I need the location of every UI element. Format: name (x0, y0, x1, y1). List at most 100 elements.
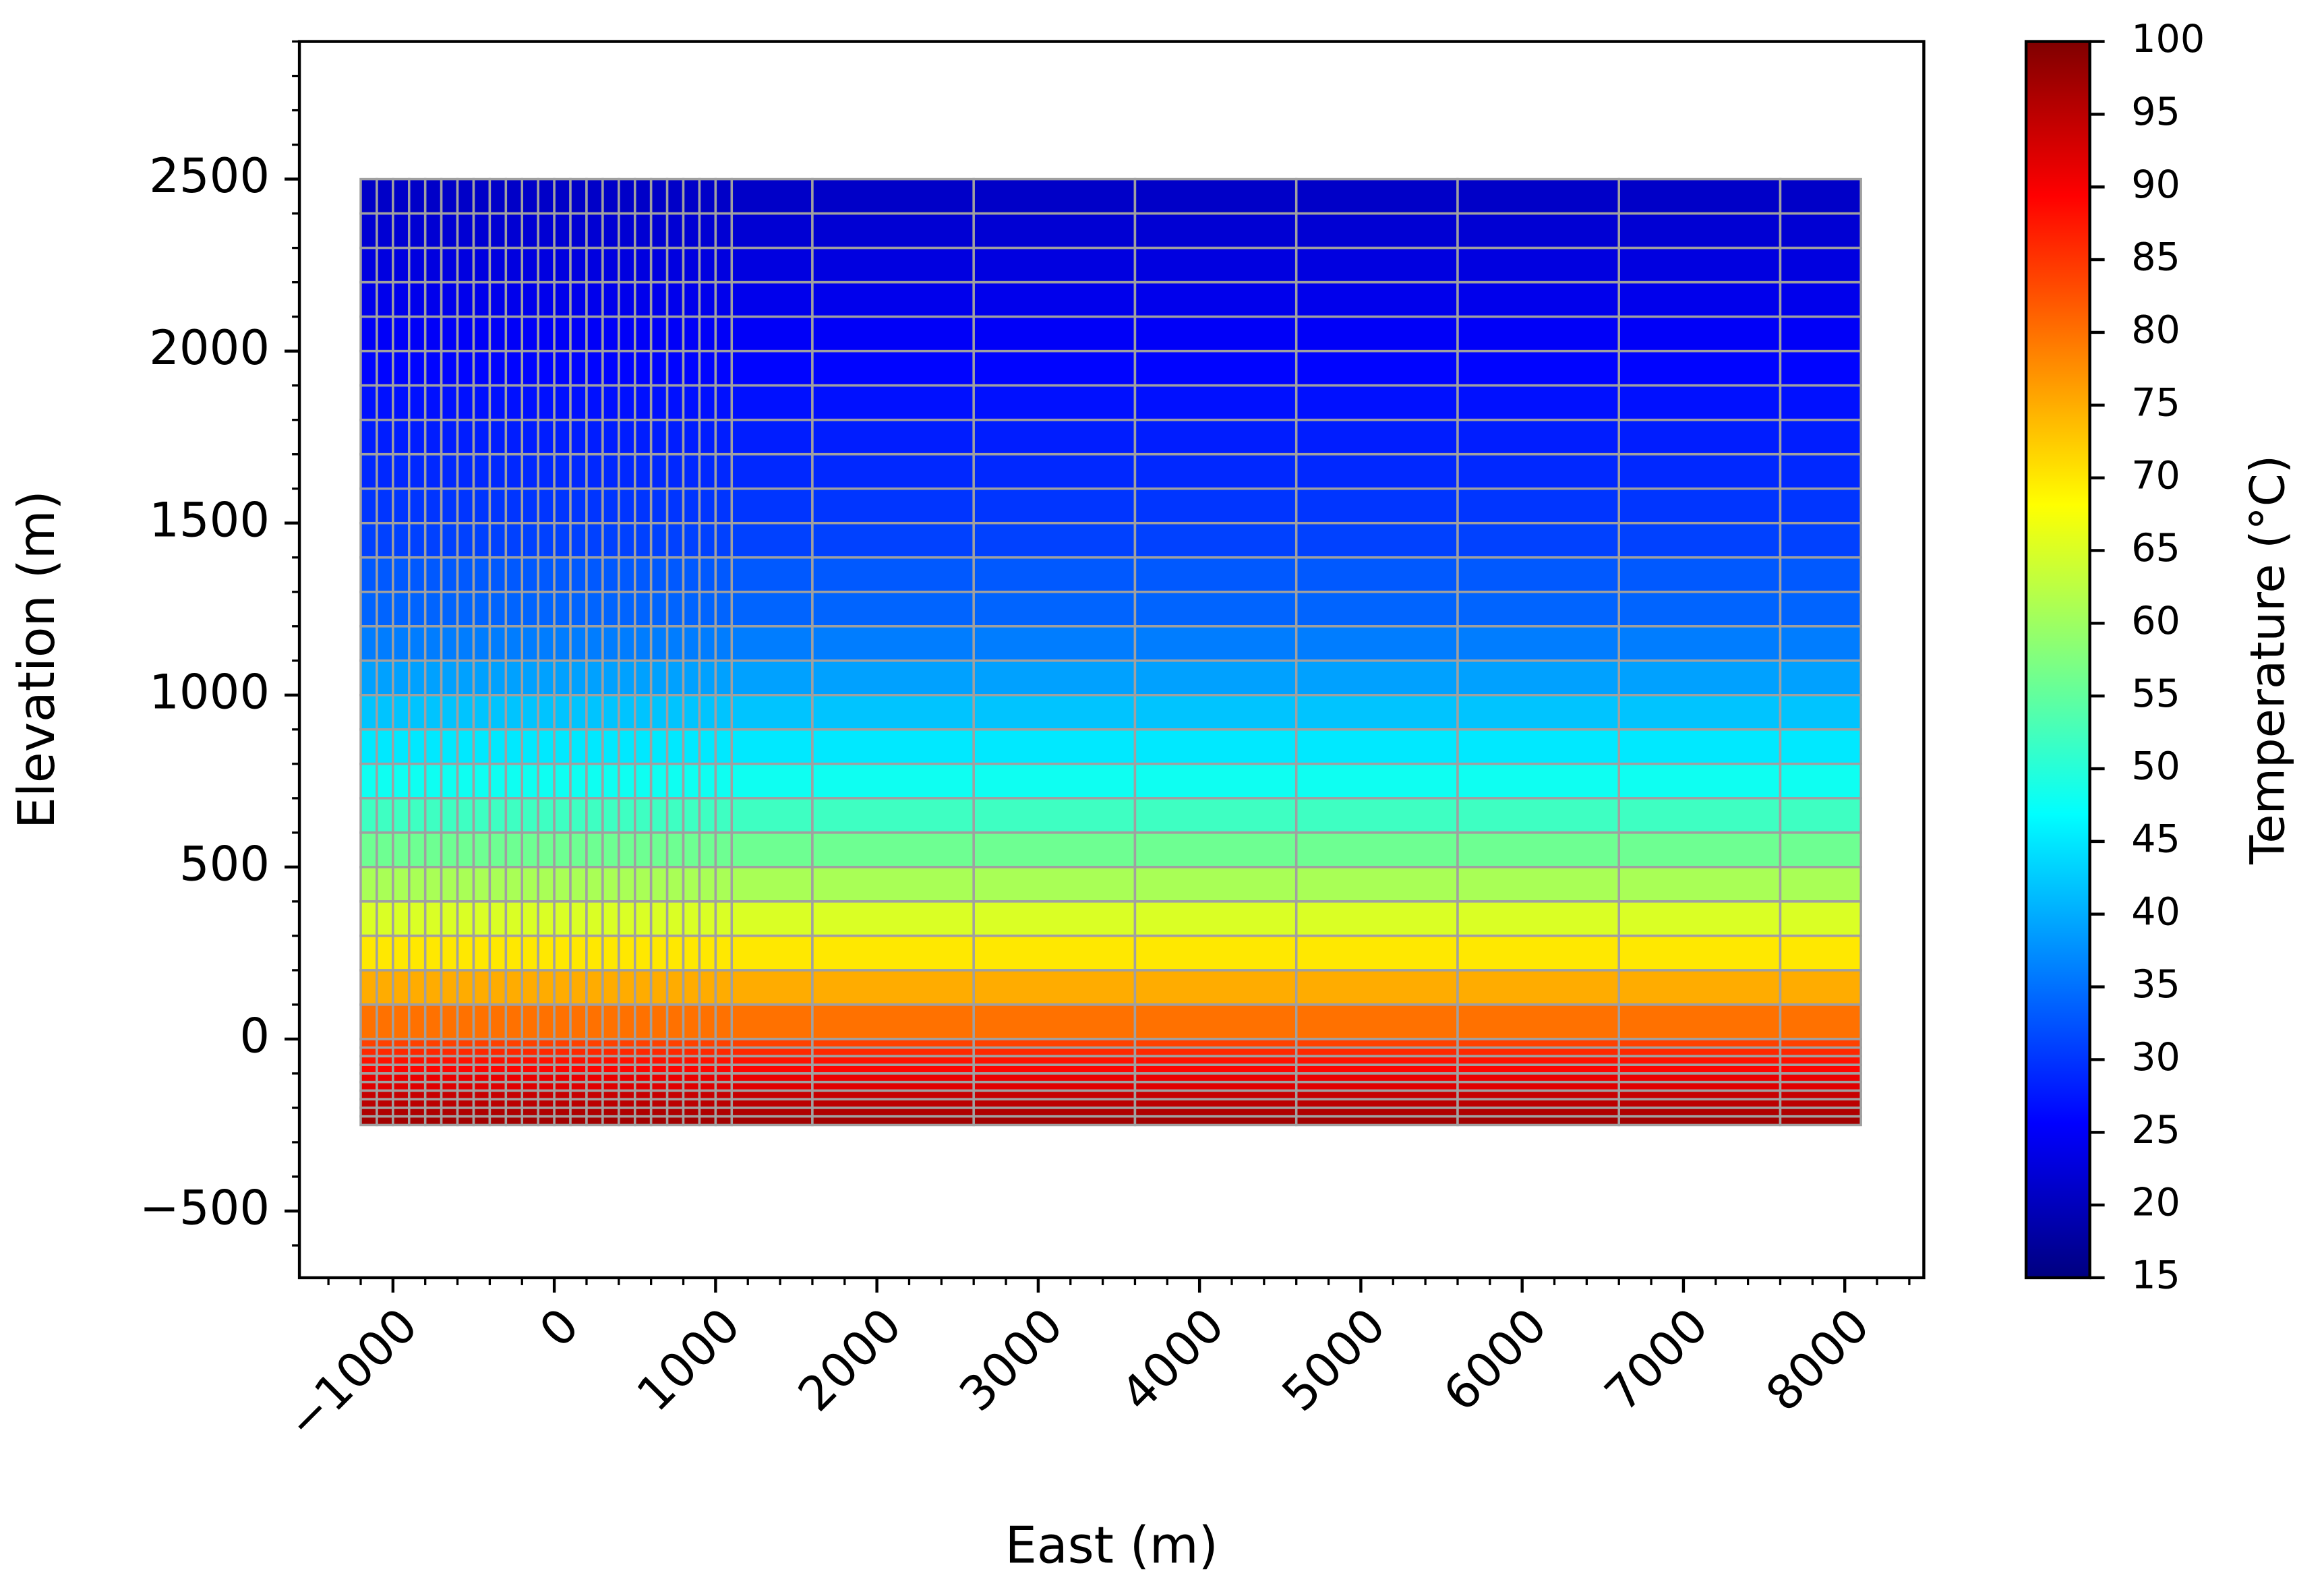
cell (601, 831, 620, 868)
cell (730, 452, 814, 490)
cell (714, 659, 734, 697)
cell (682, 625, 701, 662)
cell (601, 1063, 620, 1075)
cell (1294, 797, 1459, 834)
cell (1617, 281, 1782, 318)
cell (456, 452, 475, 490)
cell (1779, 246, 1862, 284)
cell (1294, 900, 1459, 937)
cell (1456, 418, 1620, 456)
cell (488, 763, 508, 800)
cell (1779, 212, 1862, 249)
cell (504, 625, 524, 662)
cell (472, 1003, 491, 1040)
cell (811, 1072, 975, 1084)
cell (1133, 1080, 1298, 1092)
cell (520, 349, 539, 387)
cell (649, 212, 669, 249)
cell (456, 487, 475, 525)
cell (537, 246, 556, 284)
cell (520, 1072, 539, 1084)
cell (714, 1072, 734, 1084)
cell (682, 659, 701, 697)
cell (1617, 969, 1782, 1006)
cell (1133, 900, 1298, 937)
cell (601, 1072, 620, 1084)
cell (408, 418, 427, 456)
cell (972, 831, 1137, 868)
cell (472, 591, 491, 628)
cell (1456, 659, 1620, 697)
cell (714, 625, 734, 662)
cell (537, 418, 556, 456)
cell (359, 315, 378, 353)
cell (665, 866, 685, 903)
cell (520, 246, 539, 284)
cell (730, 556, 814, 593)
cell (1617, 1072, 1782, 1084)
cell (601, 797, 620, 834)
cell (649, 452, 669, 490)
cell (1779, 418, 1862, 456)
y-tick-label: 2000 (149, 320, 270, 376)
cell (392, 1107, 411, 1118)
cell (665, 418, 685, 456)
cell (585, 1089, 604, 1100)
cell (408, 1080, 427, 1092)
cell (682, 591, 701, 628)
cell (730, 487, 814, 525)
cell (972, 1055, 1137, 1066)
cell (585, 315, 604, 353)
cell (440, 728, 459, 765)
cell (1133, 1098, 1298, 1109)
cell (698, 591, 717, 628)
cell (649, 1046, 669, 1058)
cell (472, 659, 491, 697)
cell (698, 1115, 717, 1127)
cell (665, 452, 685, 490)
cell (472, 728, 491, 765)
cell (408, 212, 427, 249)
cell (972, 591, 1137, 628)
cell (520, 1055, 539, 1066)
cell (1617, 866, 1782, 903)
cell (1456, 1003, 1620, 1040)
cell (423, 935, 443, 972)
cell (423, 1080, 443, 1092)
cell (1617, 935, 1782, 972)
cell (633, 1089, 653, 1100)
cell (359, 349, 378, 387)
cell (811, 1089, 975, 1100)
cell (665, 1098, 685, 1109)
cell (698, 281, 717, 318)
cell (714, 935, 734, 972)
cell (1456, 521, 1620, 559)
cell (585, 1046, 604, 1058)
cell (1617, 418, 1782, 456)
cell (376, 935, 394, 972)
cell (537, 1080, 556, 1092)
cell (585, 418, 604, 456)
cell (440, 831, 459, 868)
cell (714, 212, 734, 249)
cell (1294, 177, 1459, 215)
cell (376, 728, 394, 765)
cell (1133, 935, 1298, 972)
cell (376, 177, 394, 215)
cell (520, 487, 539, 525)
cell (472, 1115, 491, 1127)
cell (553, 1063, 572, 1075)
cell (665, 487, 685, 525)
cell (553, 694, 572, 731)
cell (488, 797, 508, 834)
cell (1617, 1115, 1782, 1127)
cell (1779, 591, 1862, 628)
cell (423, 1098, 443, 1109)
cell (649, 1063, 669, 1075)
cell (1133, 1089, 1298, 1100)
cell (408, 797, 427, 834)
cell (504, 969, 524, 1006)
cell (1133, 349, 1298, 387)
cell (682, 1107, 701, 1118)
cell (649, 797, 669, 834)
